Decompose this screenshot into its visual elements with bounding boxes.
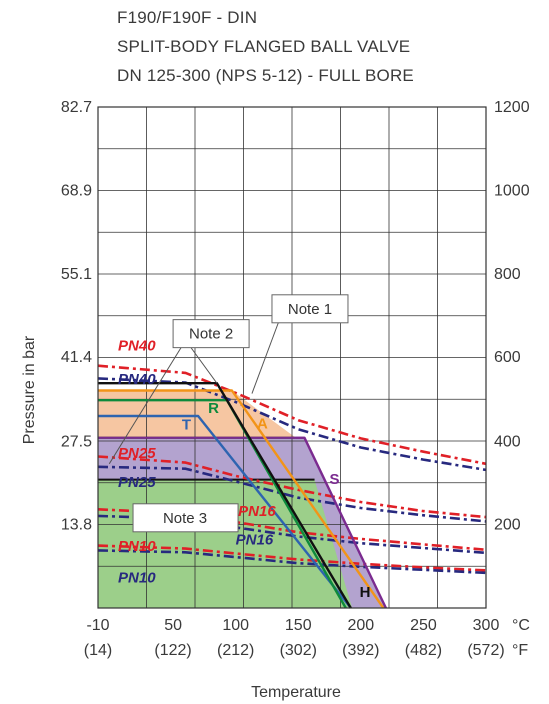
x-tick-label-c: 150 [285,617,312,634]
x-tick-label-f: (392) [342,642,379,659]
x-tick-label-c: 100 [222,617,249,634]
x-tick-label-c: 50 [164,617,182,634]
y-tick-label-bar: 13.8 [61,516,92,533]
note-label: Note 3 [163,510,207,527]
axes: -10 (14) 50 (122) 100 (212) 150 (302) 200 (392) 25… [61,99,530,659]
series-line-pn25 [97,465,487,523]
curve-label-pn40: PN40 [118,338,156,355]
series-line-pn10 [97,549,487,575]
material-label-r: R [208,400,219,417]
curve-label-pn10: PN10 [118,538,156,555]
y-tick-label-psi: 1200 [494,99,530,116]
note-leader-line [108,339,187,465]
x-tick-label-c: 250 [410,617,437,634]
plot-frame [97,106,487,609]
x-axis-label: Temperature [251,684,341,701]
curve-labels: PN40 PN40 PN25 PN25 PN16 PN16 PN10 PN10 TR A S H [118,338,370,602]
note-label: Note 2 [189,326,233,343]
curve-label-pn16: PN16 [238,503,276,520]
x-unit-celsius: °C [512,617,530,634]
material-label-s: S [330,471,340,488]
x-tick-label-f: (14) [84,642,112,659]
x-tick-label-f: (572) [467,642,504,659]
note-leader-line [251,319,280,394]
series-line-t [98,414,352,609]
limit-lines [98,436,315,481]
x-tick-label-f: (482) [405,642,442,659]
series-line-pn10 [97,544,487,572]
x-tick-label-c: -10 [86,617,109,634]
y-axis-label: Pressure in bar [21,335,38,444]
material-label-a: A [257,416,268,433]
y-tick-label-bar: 82.7 [61,99,92,116]
series-line-pn40 [97,364,487,466]
y-tick-label-bar: 55.1 [61,266,92,283]
series-line-s [295,436,387,609]
x-unit-fahrenheit: °F [512,642,528,659]
y-tick-label-bar: 27.5 [61,433,92,450]
curve-label-pn16: PN16 [236,531,274,548]
series-line-pn25 [97,455,487,519]
x-tick-label-f: (122) [154,642,191,659]
chart-title-line-3: DN 125-300 (NPS 5-12) - FULL BORE [117,66,414,85]
note-callouts: Note 1 Note 2 Note 3 [108,294,349,533]
chart-title-line-2: SPLIT-BODY FLANGED BALL VALVE [117,37,411,56]
x-tick-label-c: 200 [347,617,374,634]
note-box [271,294,349,324]
series-line-a [98,389,385,609]
curve-label-pn25: PN25 [118,445,156,462]
x-tick-label-f: (212) [217,642,254,659]
y-tick-label-psi: 400 [494,433,521,450]
curve-label-pn25: PN25 [118,474,156,491]
y-tick-label-bar: 68.9 [61,183,92,200]
x-tick-label-c: 300 [473,617,500,634]
y-tick-label-psi: 600 [494,349,521,366]
material-label-t: T [182,416,191,433]
material-label-h: H [360,584,371,601]
curve-label-pn10: PN10 [118,570,156,587]
y-tick-label-psi: 200 [494,516,521,533]
y-tick-label-psi: 800 [494,266,521,283]
curve-label-pn40: PN40 [118,371,156,388]
note-box [172,319,250,349]
x-tick-label-f: (302) [280,642,317,659]
note-box [132,503,239,533]
y-tick-label-psi: 1000 [494,183,530,200]
chart-title-line-1: F190/F190F - DIN [117,8,258,27]
y-tick-label-bar: 41.4 [61,349,92,366]
note-label: Note 1 [288,301,332,318]
